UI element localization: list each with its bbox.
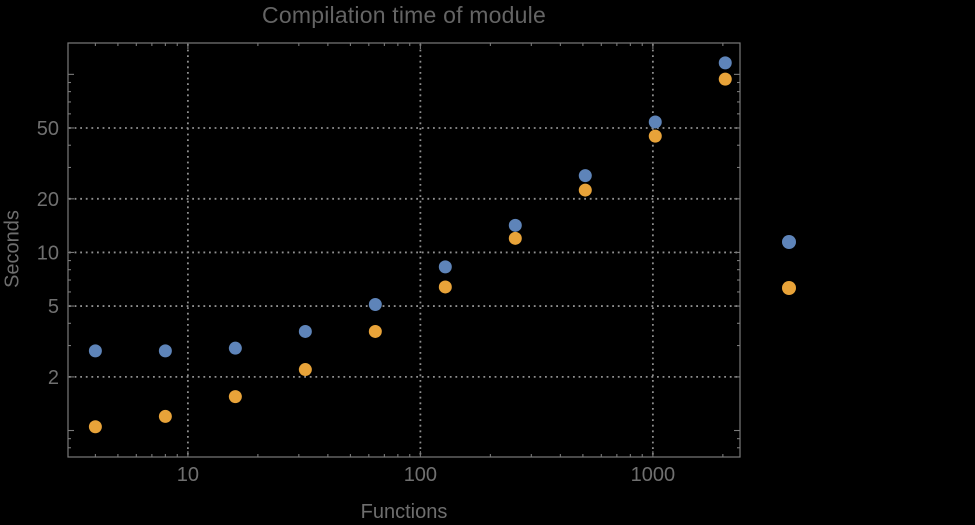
x-axis-label: Functions <box>360 501 448 523</box>
legend-marker-series-1-blue <box>782 235 796 249</box>
data-point-series-1-blue <box>648 115 662 129</box>
data-point-series-2-orange <box>648 129 662 143</box>
data-point-series-1-blue <box>158 344 172 358</box>
y-tick-label: 20 <box>37 189 59 211</box>
legend-marker-series-2-orange <box>782 281 796 295</box>
data-point-series-1-blue <box>298 324 312 338</box>
data-point-series-2-orange <box>298 363 312 377</box>
y-tick-label: 2 <box>48 367 59 389</box>
data-point-series-2-orange <box>578 183 592 197</box>
data-point-series-2-orange <box>228 390 242 404</box>
x-tick-label: 10 <box>177 464 199 486</box>
data-point-series-2-orange <box>368 324 382 338</box>
data-point-series-2-orange <box>158 409 172 423</box>
data-point-series-2-orange <box>508 231 522 245</box>
data-point-series-1-blue <box>88 344 102 358</box>
data-point-series-2-orange <box>718 72 732 86</box>
data-point-series-1-blue <box>718 56 732 70</box>
x-tick-label: 100 <box>404 464 437 486</box>
y-tick-label: 5 <box>48 296 59 318</box>
data-point-series-1-blue <box>368 298 382 312</box>
data-point-series-1-blue <box>508 218 522 232</box>
y-tick-label: 50 <box>37 118 59 140</box>
plot-frame <box>67 42 741 458</box>
data-point-series-2-orange <box>438 280 452 294</box>
data-point-series-1-blue <box>438 260 452 274</box>
data-point-series-2-orange <box>88 420 102 434</box>
x-tick-label: 1000 <box>631 464 676 486</box>
chart-title: Compilation time of module <box>262 2 546 28</box>
data-point-series-1-blue <box>578 169 592 183</box>
data-point-series-1-blue <box>228 341 242 355</box>
y-tick-label: 10 <box>37 243 59 265</box>
